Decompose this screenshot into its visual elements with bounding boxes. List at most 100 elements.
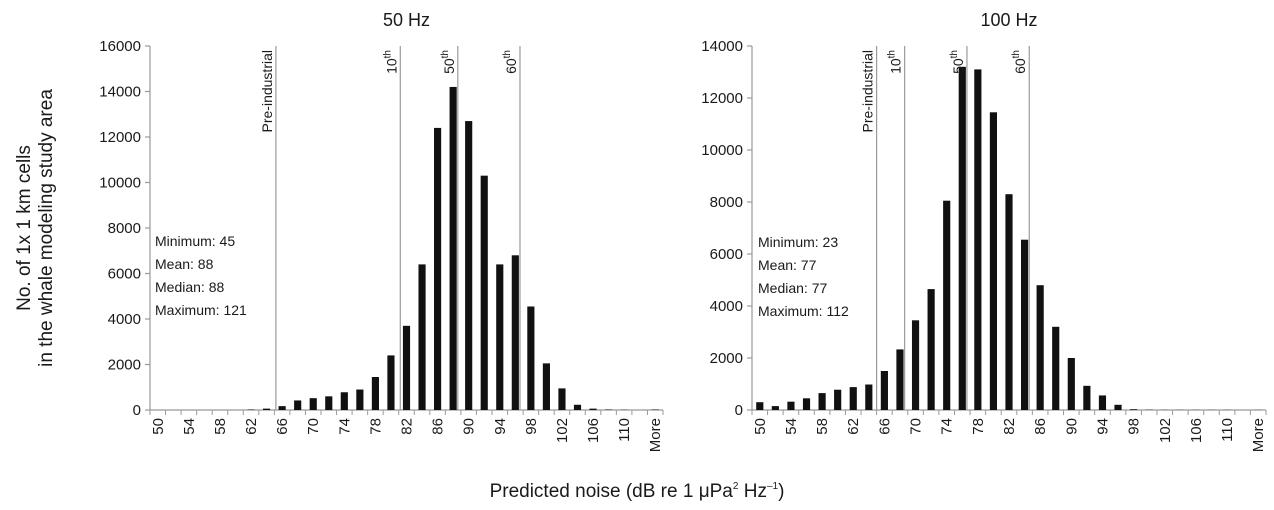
bar (927, 289, 935, 410)
bar (802, 398, 811, 410)
x-tick-label: 106 (585, 418, 602, 443)
x-tick-label: 66 (876, 418, 893, 435)
x-tick-label: 54 (181, 418, 198, 435)
reference-line-label: 60th (502, 50, 519, 74)
bar (1052, 326, 1060, 410)
stats-line: Maximum: 121 (155, 302, 247, 318)
bar (371, 377, 379, 410)
y-axis-label-line2: in the whale modeling study area (36, 89, 57, 367)
reference-line-label: Pre-industrial (259, 50, 275, 132)
bar (542, 363, 550, 410)
bar (989, 112, 998, 411)
y-tick-label: 14000 (701, 38, 743, 55)
x-tick-label: More (647, 418, 664, 452)
chart-panel-1: 50 Hz 0 2000 4000 6000 8000 10000 12000 14000 160… (99, 10, 664, 452)
x-tick-label: 106 (1188, 418, 1205, 443)
reference-line-label: 50th (440, 50, 457, 74)
x-tick-label: 82 (1001, 418, 1018, 435)
bar (496, 264, 504, 410)
bar (511, 255, 519, 410)
bar (958, 66, 966, 411)
x-axis-label-mid: Hz (738, 481, 767, 502)
bar (1130, 409, 1138, 410)
bar (387, 355, 395, 410)
bar (896, 349, 904, 410)
x-axis-label-suffix: ) (778, 481, 784, 502)
bar (263, 408, 271, 410)
x-tick-label: 82 (399, 418, 416, 435)
x-axis-label-sup1: 2 (733, 481, 739, 492)
bar (771, 406, 779, 410)
x-tick-label: 102 (1157, 418, 1174, 443)
x-tick-label: 98 (523, 418, 540, 435)
stats-line: Minimum: 45 (155, 233, 235, 249)
y-tick-label: 0 (735, 402, 743, 419)
bar (818, 393, 826, 410)
reference-line-label: 10th (887, 50, 904, 74)
x-tick-label: 74 (939, 418, 956, 435)
bar (402, 325, 411, 410)
bar (1005, 194, 1013, 410)
chart-title: 100 Hz (980, 10, 1037, 30)
x-tick-label: 70 (305, 418, 322, 435)
reference-line-label: Pre-industrial (860, 50, 876, 132)
stats-line: Median: 77 (758, 280, 827, 296)
y-tick-label: 12000 (99, 129, 141, 146)
x-tick-label: 98 (1126, 418, 1143, 435)
x-tick-label: 62 (845, 418, 862, 435)
bar (911, 320, 920, 410)
bar (558, 388, 566, 410)
x-tick-label: 90 (461, 418, 478, 435)
x-tick-label: 86 (430, 418, 447, 435)
y-tick-label: 16000 (99, 38, 141, 55)
bar (480, 175, 488, 410)
bar (434, 127, 442, 411)
stats-line: Maximum: 112 (758, 303, 849, 319)
reference-line-label: 60th (1011, 50, 1028, 74)
x-tick-label: 110 (1219, 418, 1236, 442)
chart-title: 50 Hz (383, 10, 430, 30)
bar (865, 384, 873, 410)
bar (849, 387, 857, 410)
x-tick-label: More (1250, 418, 1267, 452)
x-tick-label: 70 (908, 418, 925, 435)
bar (573, 404, 582, 410)
chart-panels: 50 Hz 0 2000 4000 6000 8000 10000 12000 14000 160… (99, 10, 1267, 452)
bar (1036, 285, 1044, 410)
bar (1067, 358, 1075, 410)
bar (1114, 404, 1122, 410)
x-tick-label: 94 (1094, 418, 1111, 435)
bar (527, 306, 535, 410)
bar (756, 402, 764, 410)
y-tick-label: 0 (133, 402, 141, 419)
reference-line-label: 10th (382, 50, 399, 74)
bar (943, 200, 951, 410)
bar (340, 392, 348, 410)
bar (589, 408, 597, 410)
bar (356, 389, 364, 410)
x-tick-label: 90 (1063, 418, 1080, 435)
x-tick-label: 110 (616, 418, 633, 442)
x-tick-label: 78 (970, 418, 987, 435)
x-tick-label: 54 (783, 418, 800, 435)
bar (309, 398, 317, 410)
x-tick-label: 78 (367, 418, 384, 435)
y-tick-label: 2000 (710, 350, 743, 367)
y-tick-label: 8000 (710, 194, 743, 211)
x-tick-label: 58 (814, 418, 831, 435)
x-axis-label: Predicted noise (dB re 1 μPa2 Hz–1) (490, 481, 785, 502)
x-axis-label-prefix: Predicted noise (dB re 1 μPa (490, 481, 734, 502)
bar (974, 69, 982, 411)
y-tick-label: 10000 (99, 175, 141, 192)
bar (787, 401, 795, 410)
bar (278, 406, 286, 410)
x-tick-label: 74 (336, 418, 353, 435)
y-tick-label: 14000 (99, 84, 141, 101)
y-axis-label-line1: No. of 1x 1 km cells (14, 145, 35, 311)
x-tick-label: 86 (1032, 418, 1049, 435)
bar (834, 389, 842, 410)
y-tick-label: 6000 (108, 266, 141, 283)
bar (880, 371, 888, 410)
bar (1020, 239, 1029, 410)
